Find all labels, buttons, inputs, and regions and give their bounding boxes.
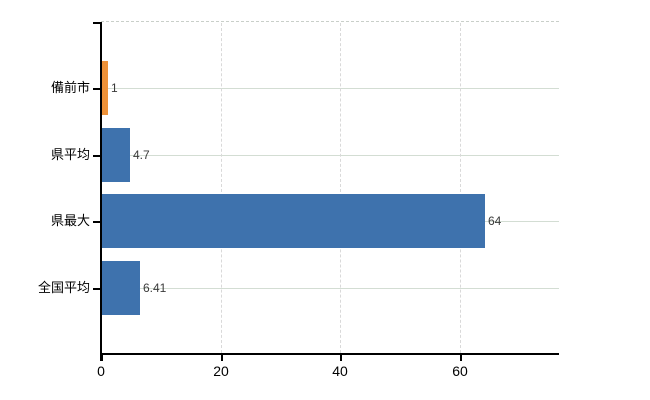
horizontal-gridline	[102, 155, 559, 156]
category-label: 県最大	[50, 213, 90, 228]
category-label: 全国平均	[37, 280, 90, 295]
value-label: 4.7	[133, 148, 150, 162]
x-tick-mark	[460, 355, 462, 361]
bar	[102, 61, 108, 115]
plot-area	[101, 22, 559, 354]
bar	[102, 261, 140, 315]
y-tick-mark	[93, 88, 100, 90]
x-tick-label: 60	[452, 363, 468, 379]
vertical-gridline	[340, 23, 341, 353]
vertical-gridline	[460, 23, 461, 353]
x-axis-line	[100, 353, 559, 355]
category-label: 県平均	[50, 147, 90, 162]
x-tick-label: 40	[332, 363, 348, 379]
horizontal-gridline	[102, 88, 559, 89]
y-tick-mark	[93, 155, 100, 157]
value-label: 1	[111, 81, 118, 95]
horizontal-gridline	[102, 288, 559, 289]
y-axis-top-tick	[93, 22, 100, 24]
value-label: 6.41	[143, 281, 167, 295]
x-tick-mark	[340, 355, 342, 361]
y-tick-mark	[93, 288, 100, 290]
x-tick-label: 0	[97, 363, 105, 379]
bar	[102, 128, 130, 182]
x-tick-label: 20	[213, 363, 229, 379]
vertical-gridline	[221, 23, 222, 353]
x-tick-mark	[221, 355, 223, 361]
x-tick-mark	[101, 355, 103, 361]
y-tick-mark	[93, 221, 100, 223]
bar	[102, 194, 485, 248]
value-label: 64	[488, 214, 502, 228]
plot-top-border	[101, 21, 559, 22]
category-label: 備前市	[50, 80, 90, 95]
y-axis-line	[100, 22, 102, 361]
